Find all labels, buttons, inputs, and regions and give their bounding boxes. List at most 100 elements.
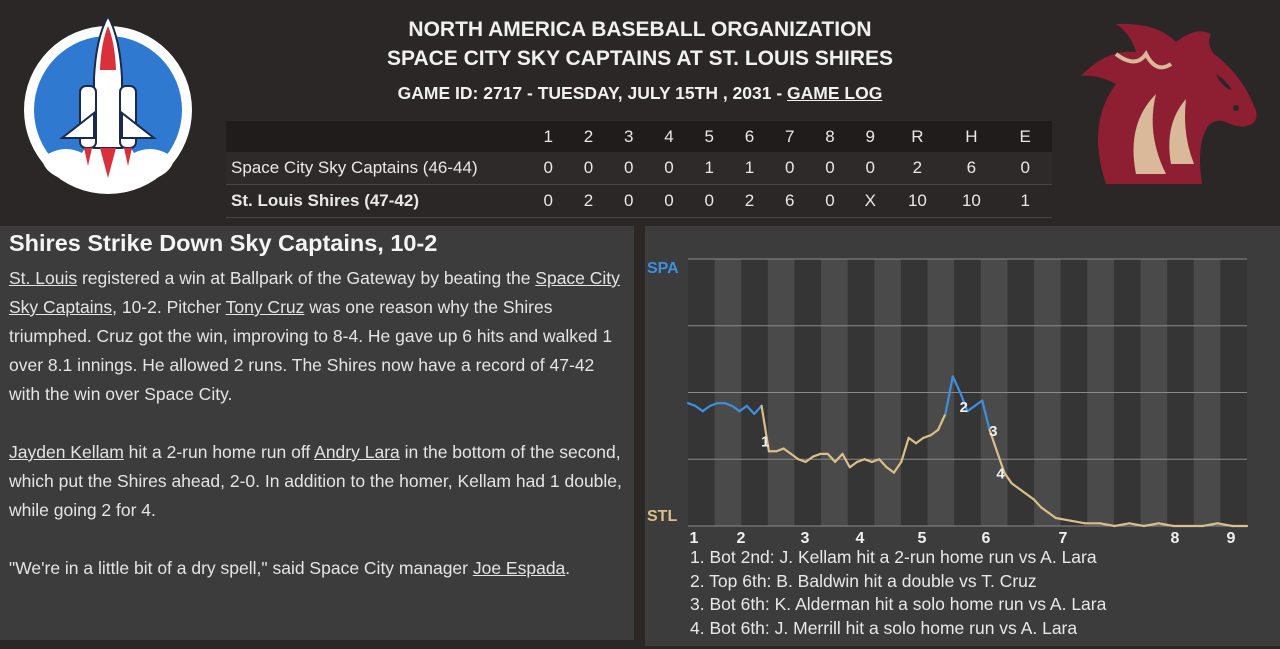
player-link[interactable]: Tony Cruz bbox=[225, 297, 305, 317]
win-prob-segment bbox=[914, 436, 925, 445]
away-team-name[interactable]: Space City Sky Captains (46-44) bbox=[226, 152, 529, 185]
win-prob-segment bbox=[936, 412, 947, 431]
win-prob-segment bbox=[826, 452, 837, 464]
team-column-header bbox=[226, 121, 529, 152]
runs-header: R bbox=[890, 121, 945, 152]
win-prob-segment bbox=[988, 428, 999, 453]
win-prob-segment bbox=[745, 404, 756, 415]
win-prob-segment bbox=[1142, 522, 1160, 528]
win-prob-segment bbox=[753, 404, 763, 415]
story-text: . bbox=[565, 558, 571, 578]
win-probability-chart: 1 2 3 4 SPA STL 1 2 3 4 5 6 7 8 9 bbox=[647, 258, 1249, 546]
inning-tick-label: 4 bbox=[856, 530, 865, 546]
key-play-marker: 1 bbox=[761, 434, 769, 451]
game-log-link[interactable]: GAME LOG bbox=[787, 83, 883, 103]
win-prob-segment bbox=[789, 452, 800, 461]
win-prob-segment bbox=[951, 375, 962, 394]
home-runs: 10 bbox=[890, 184, 945, 218]
win-prob-segment bbox=[1025, 492, 1035, 501]
home-inning-score: 0 bbox=[608, 184, 649, 218]
win-prob-segment bbox=[870, 458, 881, 464]
story-paragraph: Jayden Kellam hit a 2-run home run off A… bbox=[9, 438, 629, 525]
win-prob-segment bbox=[775, 447, 785, 453]
spa-axis-label: SPA bbox=[647, 260, 679, 277]
win-prob-segment bbox=[892, 460, 903, 474]
home-inning-score: 0 bbox=[528, 184, 569, 218]
home-team-name[interactable]: St. Louis Shires (47-42) bbox=[226, 184, 529, 218]
win-prob-segment bbox=[1054, 516, 1072, 522]
win-prob-segment bbox=[841, 452, 851, 469]
win-prob-segment bbox=[834, 452, 844, 464]
key-play-note: 1. Bot 2nd: J. Kellam hit a 2-run home r… bbox=[690, 547, 1097, 567]
away-inning-score: 0 bbox=[809, 152, 851, 185]
win-prob-segment bbox=[731, 404, 741, 413]
win-probability-panel: 1 2 3 4 SPA STL 1 2 3 4 5 6 7 8 9 bbox=[645, 226, 1280, 646]
win-prob-segment bbox=[738, 404, 748, 413]
win-prob-segment bbox=[723, 402, 734, 407]
home-inning-score: X bbox=[850, 184, 891, 218]
manager-link[interactable]: Joe Espada bbox=[472, 558, 566, 578]
team-link[interactable]: St. Louis bbox=[9, 268, 78, 288]
story-text: hit a 2-run home run off bbox=[123, 442, 315, 462]
story-text: registered a win at Ballpark of the Gate… bbox=[77, 268, 536, 288]
inning-header: 6 bbox=[729, 121, 770, 152]
team-link[interactable]: Space City Sky Captains bbox=[9, 268, 620, 317]
inning-tick-label: 5 bbox=[918, 530, 927, 546]
win-prob-segment bbox=[885, 466, 896, 474]
win-prob-segment bbox=[973, 399, 984, 407]
inning-header: 9 bbox=[850, 121, 891, 152]
win-prob-segment bbox=[907, 436, 918, 445]
win-prob-segment bbox=[929, 428, 940, 437]
inning-header: 4 bbox=[648, 121, 690, 152]
away-inning-score: 0 bbox=[648, 152, 690, 185]
win-prob-segment bbox=[694, 404, 704, 413]
story-text: in the bottom of the second, which put t… bbox=[9, 442, 622, 520]
stl-axis-label: STL bbox=[647, 508, 677, 525]
away-inning-score: 0 bbox=[850, 152, 891, 185]
win-prob-segment bbox=[797, 458, 807, 464]
away-inning-score: 0 bbox=[568, 152, 609, 185]
win-prob-segment bbox=[900, 436, 910, 464]
story-text: , 10-2. Pitcher bbox=[112, 297, 226, 317]
win-prob-segment bbox=[1047, 511, 1057, 520]
home-inning-score: 0 bbox=[809, 184, 851, 218]
key-plays-list: 1. Bot 2nd: J. Kellam hit a 2-run home r… bbox=[690, 546, 1106, 640]
win-prob-segment bbox=[1157, 522, 1175, 528]
win-prob-segment bbox=[1003, 471, 1013, 485]
win-prob-segment bbox=[1098, 522, 1116, 528]
win-prob-segment bbox=[708, 402, 719, 407]
away-hits: 6 bbox=[944, 152, 999, 185]
win-prob-segment bbox=[1017, 487, 1028, 496]
inning-tick-label: 1 bbox=[690, 530, 699, 546]
player-link[interactable]: Andry Lara bbox=[314, 442, 400, 462]
win-prob-segment bbox=[686, 402, 697, 407]
story-text: "We're in a little bit of a dry spell," … bbox=[9, 558, 473, 578]
league-title: NORTH AMERICA BASEBALL ORGANIZATION bbox=[408, 18, 872, 41]
home-errors: 1 bbox=[998, 184, 1052, 218]
inning-header: 5 bbox=[689, 121, 730, 152]
key-play-marker: 3 bbox=[989, 423, 997, 440]
win-prob-segment bbox=[804, 455, 815, 464]
game-story-panel: Shires Strike Down Sky Captains, 10-2 St… bbox=[0, 226, 634, 640]
story-paragraph: St. Louis registered a win at Ballpark o… bbox=[9, 264, 629, 409]
home-hits: 10 bbox=[944, 184, 999, 218]
win-prob-segment bbox=[995, 450, 1006, 474]
home-inning-score: 0 bbox=[648, 184, 690, 218]
home-inning-score: 0 bbox=[689, 184, 730, 218]
inning-header: 1 bbox=[528, 121, 569, 152]
inning-tick-label: 3 bbox=[801, 530, 810, 546]
player-link[interactable]: Jayden Kellam bbox=[9, 442, 124, 462]
key-play-marker: 2 bbox=[960, 399, 968, 416]
win-prob-segment bbox=[1032, 498, 1043, 509]
away-inning-score: 0 bbox=[608, 152, 649, 185]
inning-header: 8 bbox=[809, 121, 851, 152]
inning-header: 3 bbox=[608, 121, 649, 152]
away-errors: 0 bbox=[998, 152, 1052, 185]
inning-tick-label: 6 bbox=[982, 530, 991, 546]
key-play-note: 2. Top 6th: B. Baldwin hit a double vs T… bbox=[690, 570, 1037, 591]
win-prob-segment bbox=[922, 434, 932, 439]
inning-tick-label: 7 bbox=[1059, 530, 1068, 546]
home-inning-score: 6 bbox=[769, 184, 810, 218]
story-headline: Shires Strike Down Sky Captains, 10-2 bbox=[9, 230, 438, 256]
sky-captains-logo bbox=[24, 13, 192, 194]
